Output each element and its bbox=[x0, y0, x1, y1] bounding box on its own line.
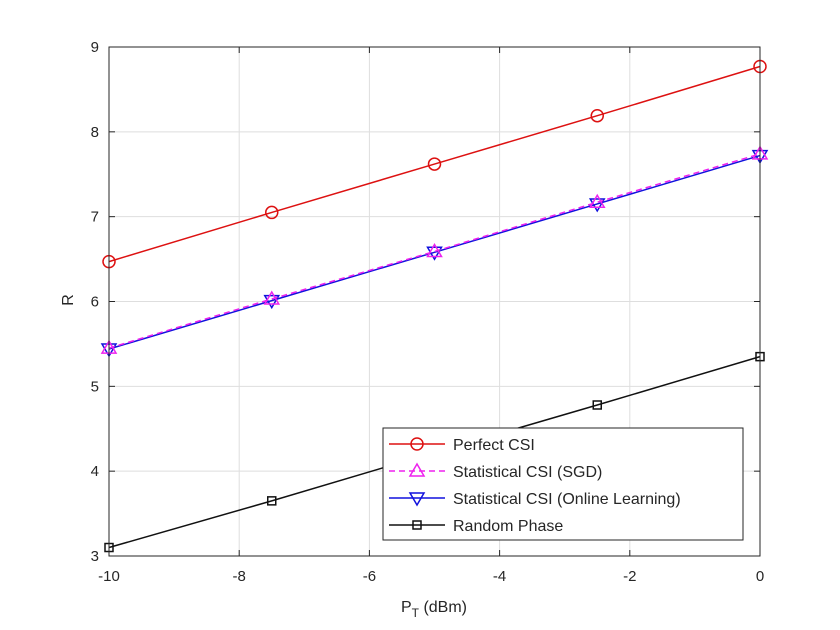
x-tick-label: 0 bbox=[756, 568, 764, 585]
y-tick-label: 6 bbox=[91, 294, 99, 311]
legend-label: Statistical CSI (Online Learning) bbox=[453, 491, 681, 508]
series-line bbox=[108, 65, 761, 263]
data-point bbox=[592, 400, 602, 410]
y-tick-label: 5 bbox=[91, 378, 99, 395]
legend-marker bbox=[408, 492, 426, 507]
series-line bbox=[108, 154, 761, 350]
x-axis-label: PT (dBm) bbox=[401, 599, 467, 620]
legend-label: Statistical CSI (SGD) bbox=[453, 464, 602, 481]
y-tick-label: 8 bbox=[91, 124, 99, 141]
data-point bbox=[590, 108, 604, 123]
data-point bbox=[263, 290, 281, 305]
legend-marker bbox=[410, 437, 424, 451]
data-point bbox=[426, 242, 443, 258]
data-point bbox=[427, 157, 442, 171]
legend-entry: Statistical CSI (Online Learning) bbox=[389, 491, 681, 508]
legend-marker bbox=[412, 520, 422, 530]
grid-lines bbox=[108, 46, 761, 557]
legend-marker bbox=[408, 462, 426, 477]
legend-label: Perfect CSI bbox=[453, 437, 535, 454]
data-point bbox=[267, 496, 277, 506]
y-tick-label: 7 bbox=[91, 209, 99, 226]
data-point bbox=[263, 294, 281, 310]
data-point bbox=[588, 198, 606, 213]
axis-ticks: -10 -8 -6 -4 -2 0 3 4 5 6 7 8 9 bbox=[91, 39, 765, 585]
y-tick-label: 4 bbox=[91, 463, 99, 480]
data-point bbox=[426, 246, 443, 261]
x-tick-label: -2 bbox=[623, 568, 636, 585]
y-axis-label: R bbox=[60, 294, 77, 306]
series-line bbox=[108, 153, 761, 349]
x-tick-label: -10 bbox=[98, 568, 120, 585]
legend-box bbox=[382, 427, 744, 541]
series-perfect-csi bbox=[102, 59, 767, 269]
legend-entry: Random Phase bbox=[389, 518, 563, 535]
data-point bbox=[265, 205, 279, 220]
x-tick-label: -8 bbox=[233, 568, 246, 585]
legend: Perfect CSI Statistical CSI (SGD) Statisti… bbox=[382, 427, 744, 541]
x-tick-label: -6 bbox=[363, 568, 376, 585]
y-tick-label: 3 bbox=[91, 548, 99, 565]
legend-label: Random Phase bbox=[453, 518, 563, 535]
data-point bbox=[588, 193, 606, 208]
legend-entry: Perfect CSI bbox=[389, 437, 535, 454]
y-tick-label: 9 bbox=[91, 39, 99, 56]
legend-entry: Statistical CSI (SGD) bbox=[389, 462, 602, 481]
x-tick-label: -4 bbox=[493, 568, 506, 585]
